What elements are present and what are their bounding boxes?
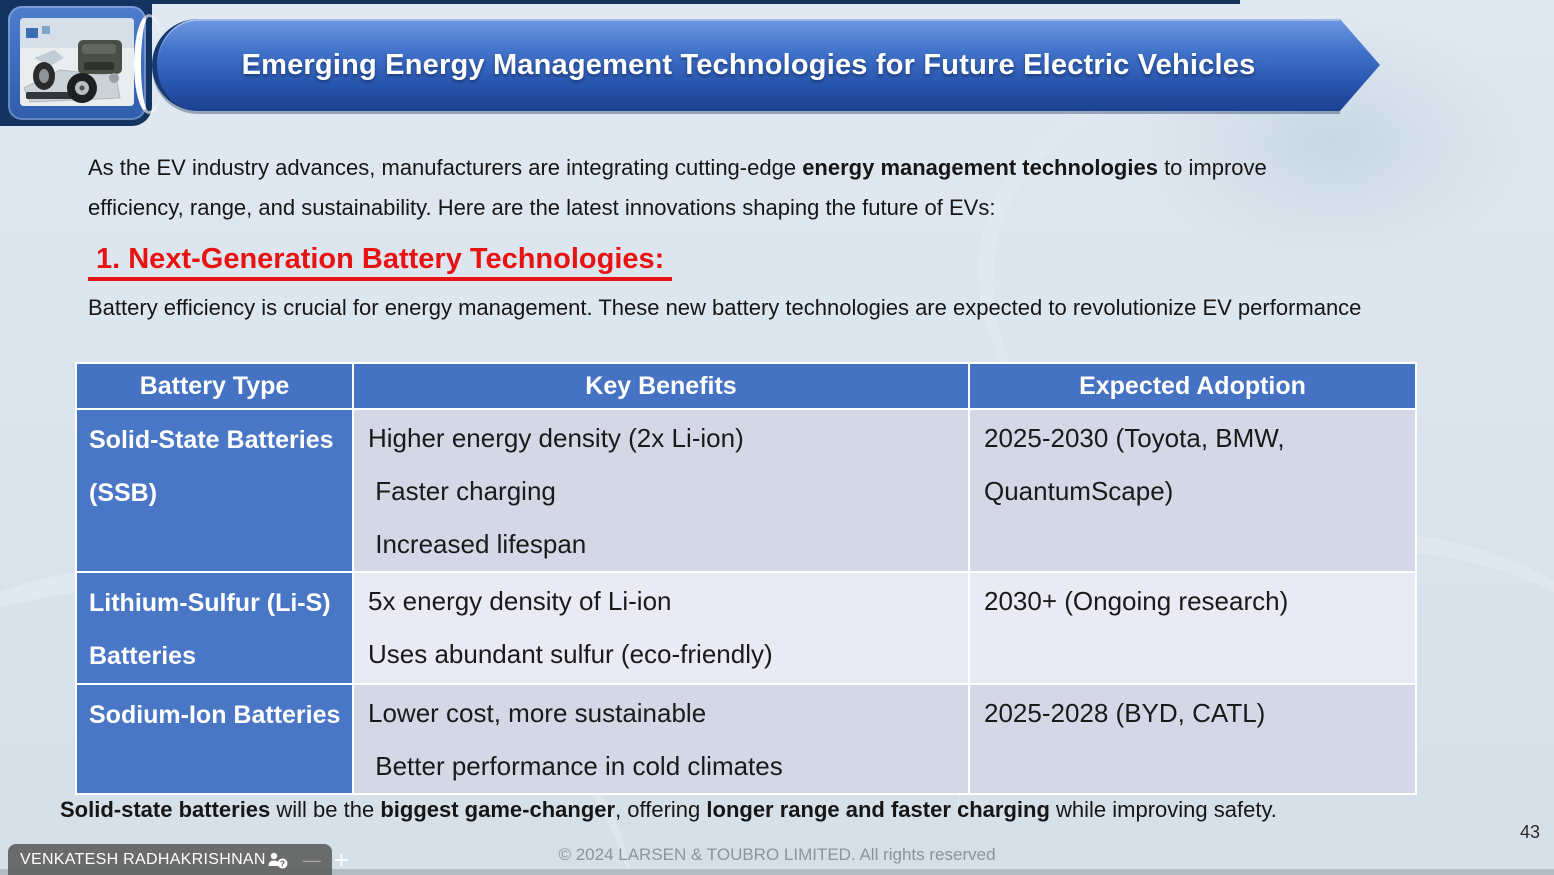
- key-benefits-cell: 5x energy density of Li-ion Uses abundant…: [352, 571, 970, 685]
- table-row: Lithium-Sulfur (Li-S) Batteries 5x energy…: [75, 571, 1417, 685]
- header-navy-rule: [0, 0, 1240, 4]
- benefit-line: Uses abundant sulfur (eco-friendly): [368, 639, 773, 669]
- ev-chassis-illustration: [20, 18, 134, 106]
- slide-title: Emerging Energy Management Technologies …: [241, 48, 1256, 81]
- battery-type-cell: Lithium-Sulfur (Li-S) Batteries: [75, 571, 354, 685]
- bold-text-run: biggest game-changer: [380, 797, 616, 822]
- text-run: while improving safety.: [1049, 797, 1277, 822]
- table-header-cell: Battery Type: [75, 362, 354, 410]
- intro-paragraph: As the EV industry advances, manufacture…: [88, 148, 1328, 228]
- text-run: As the EV industry advances, manufacture…: [88, 155, 803, 180]
- battery-table-body: Solid-State Batteries (SSB) Higher energy…: [75, 408, 1417, 795]
- key-benefits-cell: Lower cost, more sustainable Better perf…: [352, 683, 970, 795]
- zoom-out-button[interactable]: —: [302, 849, 321, 870]
- title-banner: Emerging Energy Management Technologies …: [152, 19, 1340, 111]
- expected-adoption-cell: 2030+ (Ongoing research): [968, 571, 1417, 685]
- svg-text:?: ?: [280, 858, 285, 868]
- bold-text-run: Solid-state batteries: [60, 797, 271, 822]
- participant-name-tag: VENKATESH RADHAKRISHNAN ? — +: [8, 844, 349, 875]
- battery-table: Battery Type Key Benefits Expected Adoptio…: [75, 362, 1417, 795]
- participant-name: VENKATESH RADHAKRISHNAN: [20, 850, 266, 868]
- unknown-participant-icon[interactable]: ?: [266, 851, 290, 869]
- table-header-cell: Key Benefits: [352, 362, 970, 410]
- zoom-in-button[interactable]: +: [333, 844, 349, 875]
- benefit-line: Lower cost, more sustainable: [368, 698, 707, 728]
- key-benefits-cell: Higher energy density (2x Li-ion) Faster…: [352, 408, 970, 573]
- table-header-cell: Expected Adoption: [968, 362, 1417, 410]
- text-run: will be the: [270, 797, 381, 822]
- bold-text-run: longer range and faster charging: [706, 797, 1050, 822]
- battery-type-cell: Sodium-Ion Batteries: [75, 683, 354, 795]
- battery-type-cell: Solid-State Batteries (SSB): [75, 408, 354, 573]
- table-row: Sodium-Ion Batteries Lower cost, more sus…: [75, 683, 1417, 795]
- benefit-line: Higher energy density (2x Li-ion): [368, 423, 744, 453]
- ev-chassis-photo: [20, 18, 134, 106]
- section-heading: 1. Next-Generation Battery Technologies:: [88, 243, 673, 281]
- text-run: , offering: [615, 797, 707, 822]
- table-header-row: Battery Type Key Benefits Expected Adoptio…: [75, 362, 1417, 410]
- benefit-line: 5x energy density of Li-ion: [368, 586, 672, 616]
- benefit-line: Faster charging: [368, 476, 556, 506]
- table-row: Solid-State Batteries (SSB) Higher energy…: [75, 408, 1417, 573]
- conclusion-paragraph: Solid-state batteries will be the bigges…: [60, 792, 1380, 827]
- expected-adoption-cell: 2025-2028 (BYD, CATL): [968, 683, 1417, 795]
- text-run: to improve efficiency, range, and sustai…: [88, 155, 1267, 220]
- benefit-line: Better performance in cold climates: [368, 751, 783, 781]
- section-description: Battery efficiency is crucial for energy…: [88, 295, 1362, 320]
- banner-crescent-decoration: [134, 14, 164, 114]
- copyright-text: © 2024 LARSEN & TOUBRO LIMITED. All righ…: [558, 845, 996, 864]
- slide-thumbnail-frame: [8, 6, 146, 120]
- bottom-edge-strip: [0, 869, 1554, 875]
- expected-adoption-cell: 2025-2030 (Toyota, BMW, QuantumScape): [968, 408, 1417, 573]
- page-number: 43: [1519, 822, 1540, 842]
- benefit-line: Increased lifespan: [368, 529, 587, 559]
- bold-text-run: energy management technologies: [802, 155, 1158, 180]
